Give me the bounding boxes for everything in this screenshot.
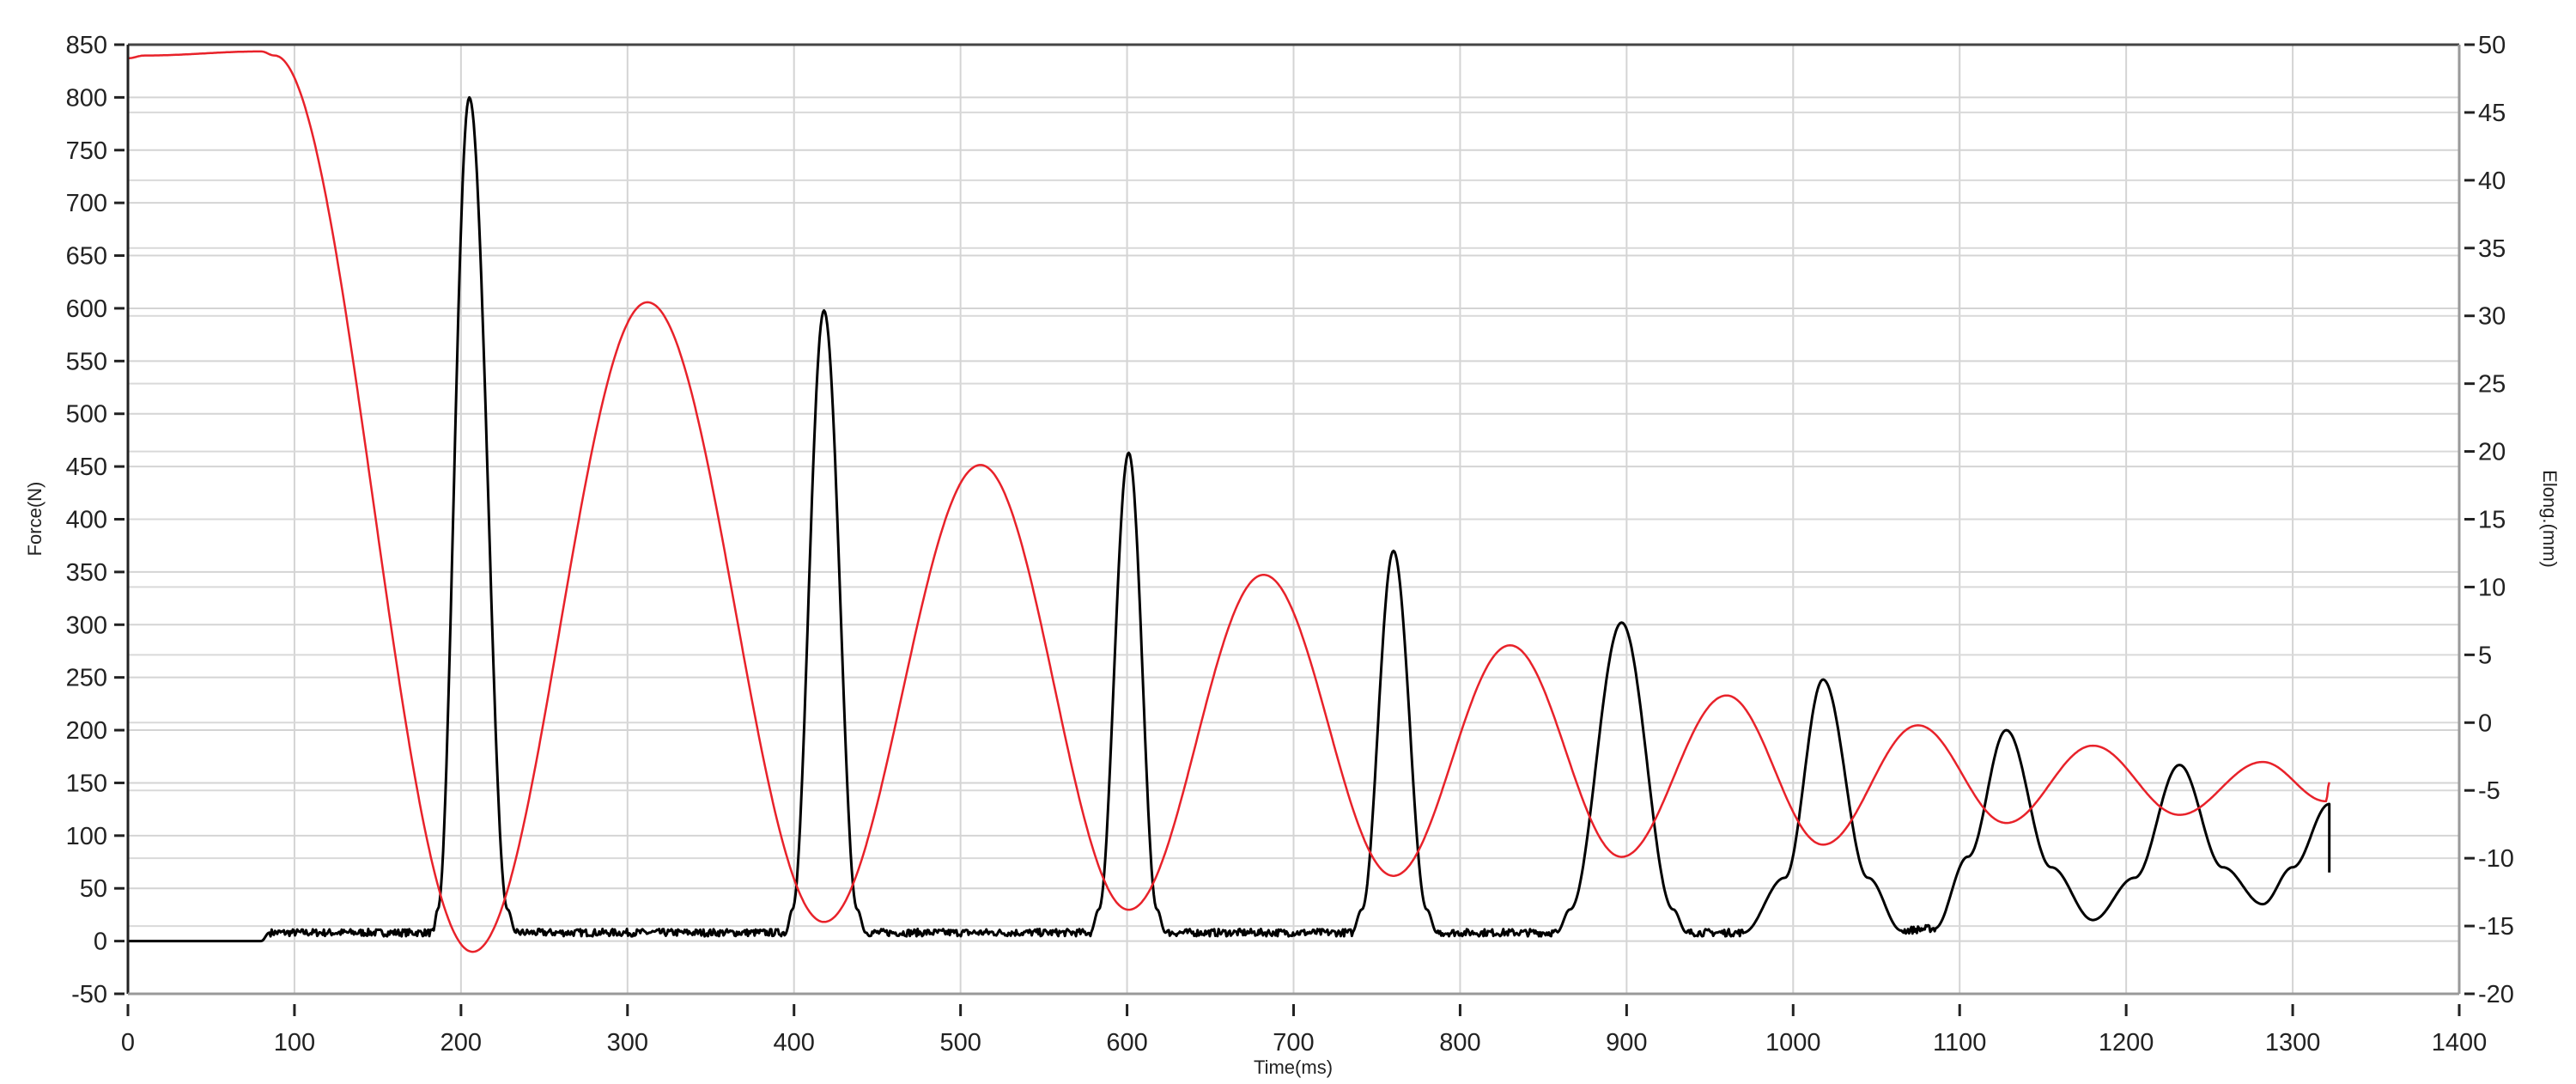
y-axis-title: Force(N) bbox=[24, 482, 46, 557]
x-tick-label: 900 bbox=[1606, 1029, 1647, 1057]
y2-tick-label: 50 bbox=[2478, 32, 2506, 59]
x-tick-label: 0 bbox=[121, 1029, 135, 1057]
y-tick-label: 550 bbox=[66, 348, 107, 375]
y2-tick-label: 15 bbox=[2478, 507, 2506, 534]
force-series-line bbox=[127, 95, 2331, 943]
x-tick-label: 1300 bbox=[2265, 1029, 2321, 1057]
x-tick-label: 400 bbox=[774, 1029, 815, 1057]
x-tick-label: 600 bbox=[1106, 1029, 1147, 1057]
y-tick-label: 700 bbox=[66, 190, 107, 217]
y2-tick-label: 30 bbox=[2478, 303, 2506, 331]
x-tick-label: 300 bbox=[607, 1029, 648, 1057]
x-tick-label: 1000 bbox=[1765, 1029, 1821, 1057]
y-tick-label: 400 bbox=[66, 507, 107, 534]
y-tick-label: 0 bbox=[94, 929, 107, 956]
x-tick-label: 700 bbox=[1273, 1029, 1314, 1057]
x-tick-label: 1100 bbox=[1933, 1029, 1986, 1057]
y-tick-label: 200 bbox=[66, 717, 107, 745]
x-tick-label: 1400 bbox=[2432, 1029, 2488, 1057]
y-tick-label: 650 bbox=[66, 243, 107, 271]
y-tick-label: 600 bbox=[66, 295, 107, 323]
y2-tick-label: -5 bbox=[2478, 777, 2500, 805]
y-tick-label: 450 bbox=[66, 454, 107, 481]
x-tick-label: 200 bbox=[440, 1029, 482, 1057]
y2-tick-label: 25 bbox=[2478, 371, 2506, 399]
x-tick-label: 800 bbox=[1439, 1029, 1480, 1057]
y2-tick-label: 10 bbox=[2478, 574, 2506, 601]
y2-tick-label: 35 bbox=[2478, 235, 2506, 263]
x-tick-label: 1200 bbox=[2099, 1029, 2154, 1057]
y-tick-label: 850 bbox=[66, 32, 107, 59]
y-tick-label: 800 bbox=[66, 84, 107, 112]
elongation-series-line bbox=[128, 50, 2330, 953]
y-tick-label: 150 bbox=[66, 770, 107, 797]
y2-tick-label: 40 bbox=[2478, 167, 2506, 195]
x-tick-label: 100 bbox=[274, 1029, 315, 1057]
y-tick-label: -50 bbox=[71, 981, 107, 1008]
y2-tick-label: -15 bbox=[2478, 913, 2514, 941]
y-tick-label: 300 bbox=[66, 612, 107, 639]
y-tick-label: 100 bbox=[66, 823, 107, 850]
y2-tick-label: 0 bbox=[2478, 709, 2492, 737]
y-tick-label: 350 bbox=[66, 559, 107, 587]
x-tick-label: 500 bbox=[939, 1029, 981, 1057]
y2-tick-label: 45 bbox=[2478, 100, 2506, 127]
y-tick-label: 750 bbox=[66, 137, 107, 165]
y2-tick-label: 5 bbox=[2478, 642, 2492, 669]
y-tick-label: 250 bbox=[66, 665, 107, 692]
y2-tick-label: -20 bbox=[2478, 981, 2514, 1008]
axes: 0 100 200 300 400 500 600 700 800 900 1000 1100 1200… bbox=[66, 32, 2514, 1057]
y-tick-label: 500 bbox=[66, 401, 107, 429]
series-layer bbox=[127, 50, 2331, 953]
y2-tick-label: -10 bbox=[2478, 845, 2514, 873]
y2-axis-title: Elong.(mm) bbox=[2539, 470, 2561, 568]
y2-tick-label: 20 bbox=[2478, 439, 2506, 466]
y-tick-label: 50 bbox=[80, 875, 107, 903]
x-axis-title: Time(ms) bbox=[1254, 1057, 1333, 1078]
